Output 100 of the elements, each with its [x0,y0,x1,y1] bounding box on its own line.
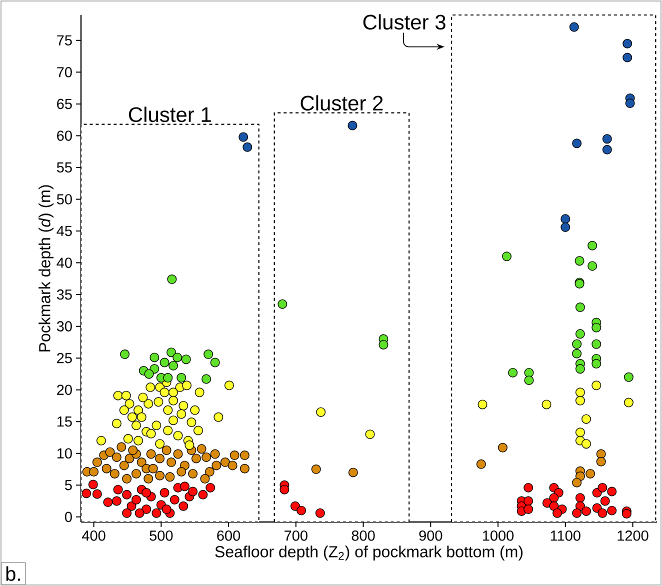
point [502,252,512,262]
y-tick-label: 45 [56,226,72,236]
point [131,468,141,478]
point [152,508,162,518]
y-tick-label: 5 [64,480,72,490]
point [134,436,144,446]
point [193,426,203,436]
point [552,508,562,518]
point [622,38,632,48]
point [131,420,141,430]
point [176,373,186,383]
x-tick-label: 600 [217,530,240,541]
x-tick-label: 900 [419,530,442,541]
y-tick-label: 30 [56,321,72,332]
point [128,445,138,455]
point [214,412,224,422]
point [96,436,106,446]
point [202,452,212,462]
point [206,482,216,492]
point [154,397,164,407]
point [524,504,534,514]
point [112,452,122,462]
point [124,399,134,409]
point [572,508,582,518]
point [200,474,210,484]
point [144,399,154,409]
point [524,496,534,506]
point [592,359,602,369]
y-tick-label: 50 [56,194,72,204]
x-tick-label: 1100 [550,530,580,541]
point [113,390,123,400]
point [176,467,186,477]
point [602,134,612,144]
point [123,434,133,444]
point [278,299,288,309]
point [560,222,570,232]
y-tick-label: 0 [64,512,72,522]
point [240,464,250,474]
point [624,398,634,408]
point [181,354,191,364]
y-tick-label: 40 [56,258,72,268]
point [127,412,137,422]
point [607,506,617,516]
point [163,405,173,415]
point [180,482,190,492]
x-tick-label: 700 [284,530,308,541]
point [163,373,173,383]
point [142,488,152,498]
point [184,440,194,450]
point [575,396,585,406]
point [168,416,178,426]
point [622,508,632,518]
point [588,261,598,271]
point [170,495,180,505]
point [624,372,634,382]
point [124,454,134,464]
point [204,350,214,360]
point [524,482,534,492]
point [204,467,214,477]
point [167,274,177,284]
point [190,405,200,415]
point [112,496,122,506]
point [150,352,160,362]
point [582,414,592,424]
point [89,467,99,477]
point [88,480,98,490]
point [173,449,183,459]
point [92,489,102,499]
point [600,496,610,506]
x-tick-label: 400 [82,530,106,541]
point [191,454,201,464]
point [188,486,198,496]
y-tick-label: 65 [57,98,72,110]
point [524,376,534,386]
point [102,464,112,474]
x-tick-label: 1200 [618,530,648,541]
point [138,392,148,402]
point [212,460,222,470]
point [476,459,486,469]
point [134,508,144,518]
point [575,329,585,339]
point [144,369,154,379]
point [162,445,172,455]
point [598,482,608,492]
point [582,506,592,516]
point [122,474,132,484]
point [196,444,206,454]
point [240,450,250,460]
point [136,412,146,422]
point [168,388,178,398]
point [162,504,172,514]
point [146,428,156,438]
x-tick-label: 800 [352,530,375,541]
point [155,454,165,464]
point [572,138,582,148]
point [582,439,592,449]
point [152,420,162,430]
point [560,214,570,224]
point [178,400,188,410]
y-tick-label: 25 [57,352,72,364]
